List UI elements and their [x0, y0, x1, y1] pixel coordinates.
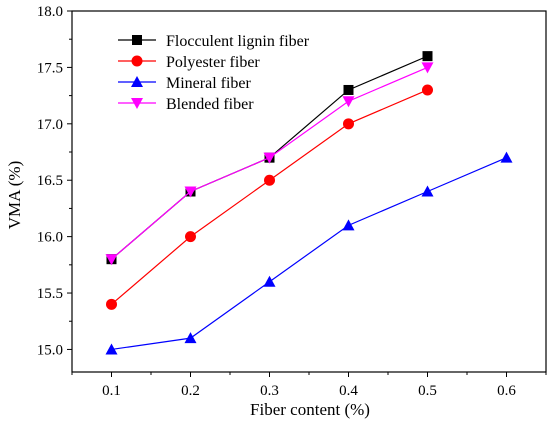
legend-label: Blended fiber: [166, 96, 254, 113]
x-tick-label: 0.1: [102, 383, 121, 399]
y-tick-label: 16.0: [37, 230, 63, 246]
data-point: [500, 151, 513, 163]
y-tick-label: 16.5: [37, 173, 63, 189]
legend-marker: [131, 98, 143, 109]
legend-label: Polyester fiber: [166, 54, 260, 71]
data-point: [106, 298, 117, 310]
y-tick-label: 15.0: [37, 342, 63, 358]
data-point: [421, 185, 434, 197]
data-point: [263, 275, 276, 287]
data-point: [105, 254, 118, 266]
series-line: [111, 89, 428, 305]
plot-frame: [71, 10, 547, 373]
data-point: [422, 51, 433, 62]
x-tick-label: 0.4: [339, 383, 358, 399]
y-tick-label: 17.0: [37, 117, 63, 133]
y-tick-label: 18.0: [37, 4, 63, 20]
legend-item: Mineral fiber: [118, 75, 252, 92]
x-tick-label: 0.3: [260, 383, 279, 399]
y-axis: 15.0 15.5 16.0 16.5 17.0 17.5 18.0: [37, 4, 72, 358]
legend-marker: [132, 35, 142, 45]
data-point: [184, 332, 197, 344]
legend-item: Polyester fiber: [118, 54, 260, 71]
y-tick-label: 17.5: [37, 60, 63, 76]
series-2: [105, 151, 513, 355]
y-axis-title: VMA (%): [5, 161, 24, 229]
x-tick-label: 0.6: [497, 383, 516, 399]
series-1: [106, 84, 433, 310]
series-layer: [105, 51, 513, 355]
x-axis: 0.1 0.2 0.3 0.4 0.5 0.6: [71, 372, 547, 399]
data-point: [343, 84, 354, 95]
data-point: [185, 231, 196, 243]
legend-marker: [131, 55, 143, 67]
legend-item: Blended fiber: [118, 96, 254, 113]
x-tick-label: 0.5: [418, 383, 437, 399]
legend-item: Flocculent lignin fiber: [118, 33, 310, 50]
legend-marker: [131, 76, 143, 87]
data-point: [264, 174, 275, 186]
data-point: [421, 62, 434, 74]
legend-label: Flocculent lignin fiber: [166, 33, 310, 50]
data-point: [263, 152, 276, 164]
series-3: [105, 62, 434, 266]
data-point: [342, 96, 355, 108]
x-tick-label: 0.2: [181, 383, 200, 399]
data-point: [342, 219, 355, 231]
x-axis-title: Fiber content (%): [250, 400, 370, 419]
data-point: [105, 343, 118, 355]
y-tick-label: 15.5: [37, 286, 63, 302]
data-point: [422, 84, 433, 96]
plot-border: [71, 10, 547, 373]
data-point: [184, 186, 197, 198]
legend-label: Mineral fiber: [166, 75, 252, 92]
data-point: [343, 118, 354, 130]
series-line: [111, 157, 507, 351]
legend: Flocculent lignin fiber Polyester fiber Mi…: [118, 33, 310, 113]
